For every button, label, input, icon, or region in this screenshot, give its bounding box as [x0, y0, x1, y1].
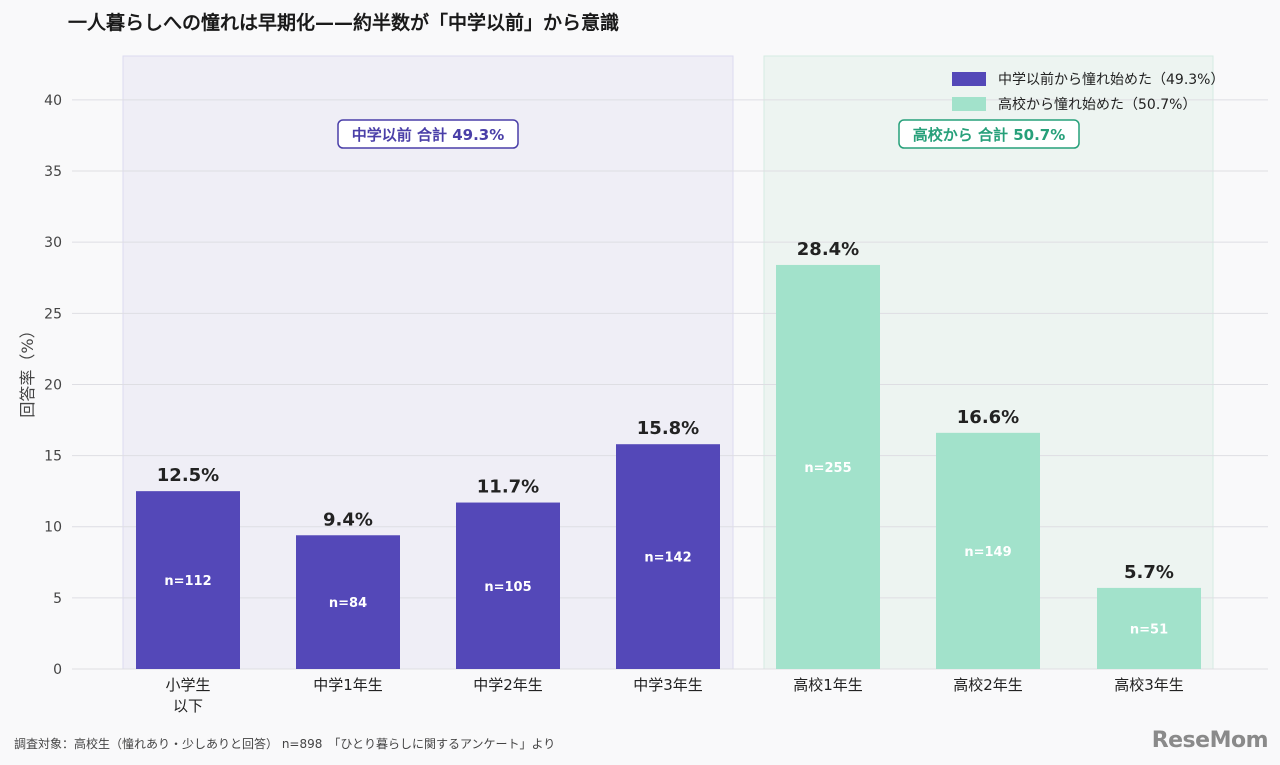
y-tick-label: 10 [44, 520, 62, 536]
bar [776, 264, 880, 669]
chart-title: 一人暮らしへの憧れは早期化——約半数が「中学以前」から意識 [68, 12, 620, 34]
legend-swatch [952, 97, 986, 111]
group-annotation-box [898, 119, 1080, 149]
y-tick-label: 20 [44, 377, 62, 393]
bars: 12.5% n=112 9.4% n=84 11.7% n=105 15.8% n=142 28… [136, 239, 1201, 669]
bar-value-label: 28.4% [797, 239, 859, 260]
bar-value-label: 9.4% [323, 509, 373, 530]
y-tick-label: 30 [44, 235, 62, 251]
bar-n-label: n=112 [164, 574, 211, 589]
category-label: 中学2年生 [473, 676, 543, 694]
y-tick-label: 5 [53, 591, 62, 607]
y-tick-label: 40 [44, 93, 62, 109]
bar [616, 444, 720, 669]
bar-n-label: n=84 [329, 596, 367, 611]
group-annotation-label: 中学以前 合計 49.3% [352, 126, 504, 144]
y-axis-ticks: 0 5 10 15 20 25 30 35 40 [44, 93, 62, 678]
bar [296, 535, 400, 669]
legend: 中学以前から憧れ始めた（49.3%） 高校から憧れ始めた（50.7%） [952, 71, 1224, 113]
category-label: 中学1年生 [313, 676, 383, 694]
group-annotation-box [337, 119, 519, 149]
bar-value-label: 12.5% [157, 465, 219, 486]
legend-label: 中学以前から憧れ始めた（49.3%） [998, 71, 1224, 88]
category-label: 中学3年生 [633, 676, 703, 694]
bar-value-label: 16.6% [957, 407, 1019, 428]
bar-value-label: 11.7% [477, 477, 539, 498]
bar-n-label: n=149 [964, 545, 1011, 560]
category-label: 高校1年生 [793, 676, 863, 694]
bar-n-label: n=255 [804, 461, 851, 476]
bar [1097, 587, 1201, 669]
group-annotations: 中学以前 合計 49.3% 高校から 合計 50.7% [337, 119, 1080, 149]
bar-value-label: 15.8% [637, 418, 699, 439]
category-label: 小学生以下 [165, 676, 210, 715]
bar-n-label: n=105 [484, 580, 531, 595]
bar-n-label: n=51 [1130, 622, 1168, 637]
y-tick-label: 25 [44, 306, 62, 322]
bar [136, 491, 240, 669]
source-logo: ReseMom [1151, 728, 1269, 753]
category-labels: 小学生以下 中学1年生 中学2年生 中学3年生 高校1年生 高校2年生 高校3年生 [165, 676, 1183, 715]
y-tick-label: 15 [44, 449, 62, 465]
bar-n-label: n=142 [644, 551, 691, 566]
category-label: 高校3年生 [1114, 676, 1184, 694]
category-label: 高校2年生 [953, 676, 1023, 694]
y-axis-label: 回答率（%） [18, 322, 37, 417]
bar [936, 432, 1040, 669]
bar-value-label: 5.7% [1124, 562, 1174, 583]
footer-note: 調査対象：高校生（憧れあり・少しありと回答） n=898 「ひとり暮らしに関する… [14, 737, 556, 751]
group-annotation-label: 高校から 合計 50.7% [913, 126, 1065, 144]
bar [456, 502, 560, 669]
y-tick-label: 35 [44, 164, 62, 180]
y-tick-label: 0 [53, 662, 62, 678]
legend-swatch [952, 72, 986, 86]
legend-label: 高校から憧れ始めた（50.7%） [998, 96, 1196, 113]
